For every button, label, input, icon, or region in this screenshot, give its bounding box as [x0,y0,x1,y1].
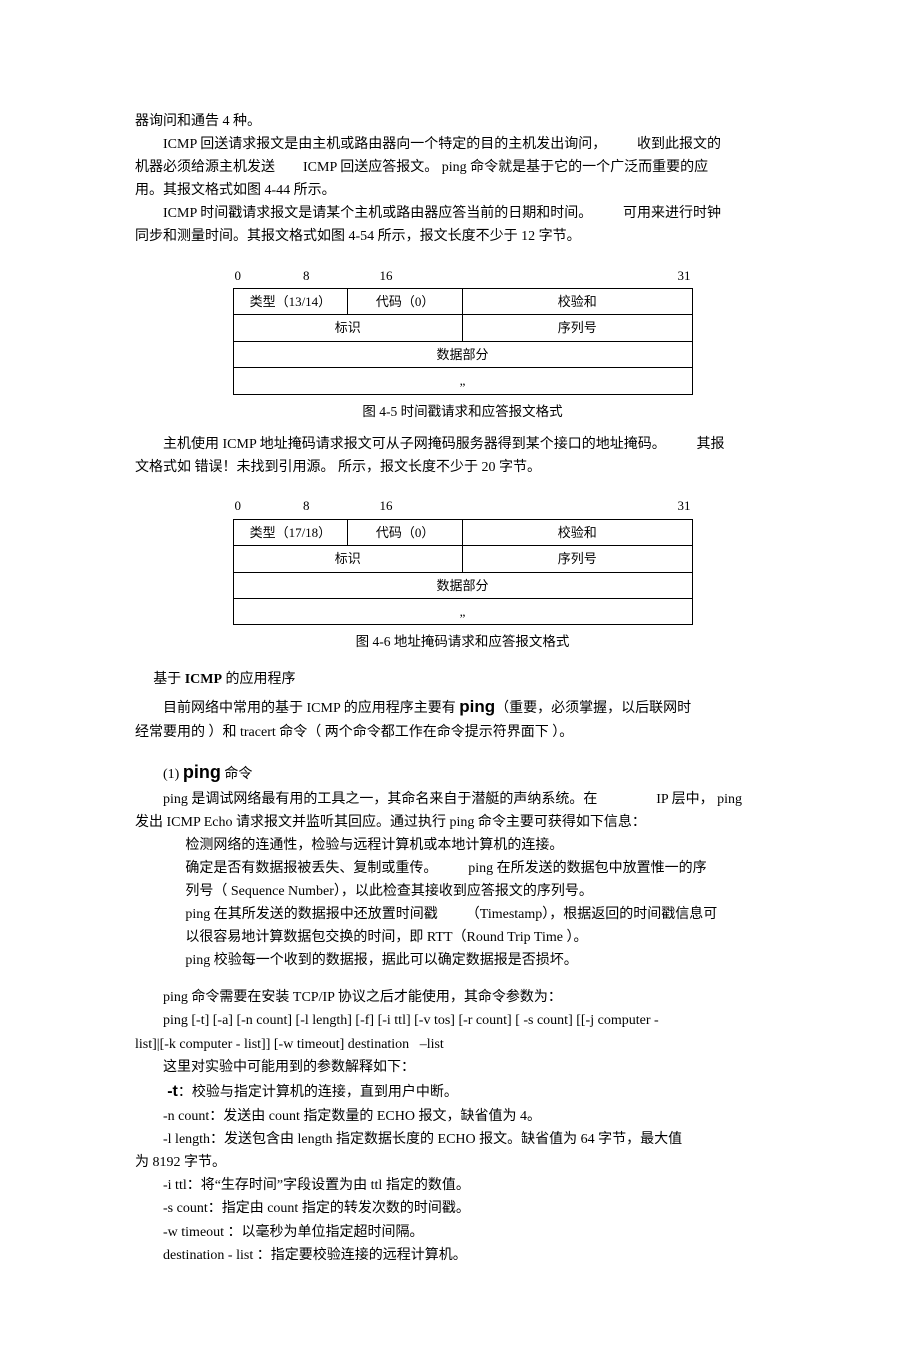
bit-label: 0 [235,265,242,286]
text: 目前网络中常用的基于 ICMP 的应用程序主要有 [163,701,459,716]
bit-ruler: 0 8 16 31 [233,265,693,288]
cell-id: 标识 [233,315,463,341]
cell-code: 代码（0） [348,289,463,315]
bit-label: 8 [303,265,310,286]
param-desc: -t：校验与指定计算机的连接，直到用户中断。 [135,1079,790,1105]
bit-label: 8 [303,495,310,516]
param-desc: -i ttl：将“生存时间”字段设置为由 ttl 指定的数值。 [135,1174,790,1197]
cell-checksum: 校验和 [463,289,693,315]
packet-table: 类型（17/18） 代码（0） 校验和 标识 序列号 数据部分 „ [233,519,693,626]
text: IP 层中， ping [656,792,742,807]
table-row: 类型（13/14） 代码（0） 校验和 [233,289,692,315]
bit-label: 31 [678,495,691,516]
body-text: 用。其报文格式如图 4-44 所示。 [135,179,790,202]
packet-table: 类型（13/14） 代码（0） 校验和 标识 序列号 数据部分 „ [233,288,693,395]
table-row: „ [233,368,692,394]
cell-seq: 序列号 [463,546,693,572]
text: ping 是调试网络最有用的工具之一，其命名来自于潜艇的声纳系统。在 [163,792,597,807]
bit-ruler: 0 8 16 31 [233,495,693,518]
table-row: „ [233,598,692,624]
text: –list [420,1037,444,1052]
text: ICMP 时间戳请求报文是请某个主机或路由器应答当前的日期和时间。 [163,206,592,221]
param-flag: -t [167,1083,178,1100]
text: 命令 [221,767,253,782]
param-desc: -n count：发送由 count 指定数量的 ECHO 报文，缺省值为 4。 [135,1105,790,1128]
list-item: 确定是否有数据报被丢失、复制或重传。 ping 在所发送的数据包中放置惟一的序 [185,857,790,880]
table-row: 标识 序列号 [233,546,692,572]
param-desc: -w timeout ：以毫秒为单位指定超时间隔。 [135,1221,790,1244]
body-text: 文格式如 错误！未找到引用源。 所示，报文长度不少于 20 字节。 [135,456,790,479]
cell-code: 代码（0） [348,519,463,545]
command-syntax: ping [-t] [-a] [-n count] [-l length] [-… [135,1009,790,1032]
cell-type: 类型（17/18） [233,519,348,545]
body-text: 发出 ICMP Echo 请求报文并监听其回应。通过执行 ping 命令主要可获… [135,811,790,834]
cell-id: 标识 [233,546,463,572]
command-syntax: list]|[-k computer - list]] [-w timeout]… [135,1033,790,1056]
list-item: 以很容易地计算数据包交换的时间，即 RTT（Round Trip Time ）。 [185,926,790,949]
body-text: 机器必须给源主机发送 ICMP 回送应答报文。 ping 命令就是基于它的一个广泛… [135,156,790,179]
figure-caption: 图 4-6 地址掩码请求和应答报文格式 [135,631,790,653]
figure-4-6: 0 8 16 31 类型（17/18） 代码（0） 校验和 标识 序列号 数据部… [233,495,693,625]
param-desc: 为 8192 字节。 [135,1151,790,1174]
table-row: 数据部分 [233,341,692,367]
cell-data: 数据部分 [233,341,692,367]
body-text: 目前网络中常用的基于 ICMP 的应用程序主要有 ping（重要，必须掌握，以后… [135,693,790,721]
body-text: 同步和测量时间。其报文格式如图 4-54 所示，报文长度不少于 12 字节。 [135,225,790,248]
text: ping 在其所发送的数据报中还放置时间戳 [185,907,437,922]
subsection-heading: (1) ping 命令 [135,758,790,788]
text: 机器必须给源主机发送 [135,160,275,175]
body-text: ICMP 回送请求报文是由主机或路由器向一个特定的目的主机发出询问， 收到此报文的 [135,133,790,156]
text: ICMP 回送应答报文。 ping 命令就是基于它的一个广泛而重要的应 [303,160,708,175]
text: list]|[-k computer - list]] [-w timeout]… [135,1037,409,1052]
text: 收到此报文的 [637,137,721,152]
body-text: 经常要用的 ）和 tracert 命令（ 两个命令都工作在命令提示符界面下 ）。 [135,721,790,744]
cell-type: 类型（13/14） [233,289,348,315]
text: 可用来进行时钟 [623,206,721,221]
param-desc: -s count：指定由 count 指定的转发次数的时间戳。 [135,1197,790,1220]
body-text: ICMP 时间戳请求报文是请某个主机或路由器应答当前的日期和时间。 可用来进行时钟 [135,202,790,225]
text-bold: ping [183,762,221,782]
text: （Timestamp），根据返回的时间戳信息可 [466,907,718,922]
body-text: 器询问和通告 4 种。 [135,110,790,133]
text: 主机使用 ICMP 地址掩码请求报文可从子网掩码服务器得到某个接口的地址掩码。 [163,437,666,452]
body-text: 主机使用 ICMP 地址掩码请求报文可从子网掩码服务器得到某个接口的地址掩码。 其… [135,433,790,456]
table-row: 标识 序列号 [233,315,692,341]
list-item: ping 校验每一个收到的数据报，据此可以确定数据报是否损坏。 [185,949,790,972]
text: ping 在所发送的数据包中放置惟一的序 [468,861,706,876]
text-bold: ping [459,697,495,716]
text-bold: ICMP [185,672,222,687]
figure-caption: 图 4-5 时间戳请求和应答报文格式 [135,401,790,423]
figure-4-5: 0 8 16 31 类型（13/14） 代码（0） 校验和 标识 序列号 数据部… [233,265,693,395]
text: 其报 [697,437,725,452]
cell-checksum: 校验和 [463,519,693,545]
text: (1) [163,767,183,782]
cell-data: 数据部分 [233,572,692,598]
section-heading: 基于 ICMP 的应用程序 [135,668,790,691]
text: ：校验与指定计算机的连接，直到用户中断。 [178,1085,458,1100]
text: 的应用程序 [222,672,296,687]
list-item: 列号（ Sequence Number），以此检查其接收到应答报文的序列号。 [185,880,790,903]
text: ICMP 回送请求报文是由主机或路由器向一个特定的目的主机发出询问， [163,137,606,152]
body-text: 这里对实验中可能用到的参数解释如下： [135,1056,790,1079]
param-desc: -l length：发送包含由 length 指定数据长度的 ECHO 报文。缺… [135,1128,790,1151]
cell-seq: 序列号 [463,315,693,341]
body-text: ping 命令需要在安装 TCP/IP 协议之后才能使用，其命令参数为： [135,986,790,1009]
list-item: 检测网络的连通性，检验与远程计算机或本地计算机的连接。 [185,834,790,857]
table-row: 类型（17/18） 代码（0） 校验和 [233,519,692,545]
table-row: 数据部分 [233,572,692,598]
bit-label: 16 [380,495,393,516]
cell-cont: „ [233,368,692,394]
list-item: ping 在其所发送的数据报中还放置时间戳 （Timestamp），根据返回的时间… [185,903,790,926]
cell-cont: „ [233,598,692,624]
bit-label: 31 [678,265,691,286]
text: 基于 [153,672,185,687]
text: 确定是否有数据报被丢失、复制或重传。 [185,861,437,876]
text: （重要，必须掌握，以后联网时 [495,701,691,716]
body-text: ping 是调试网络最有用的工具之一，其命名来自于潜艇的声纳系统。在 IP 层中，… [135,788,790,811]
bullet-list: 检测网络的连通性，检验与远程计算机或本地计算机的连接。 确定是否有数据报被丢失、… [185,834,790,973]
bit-label: 0 [235,495,242,516]
bit-label: 16 [380,265,393,286]
param-desc: destination - list ：指定要校验连接的远程计算机。 [135,1244,790,1267]
